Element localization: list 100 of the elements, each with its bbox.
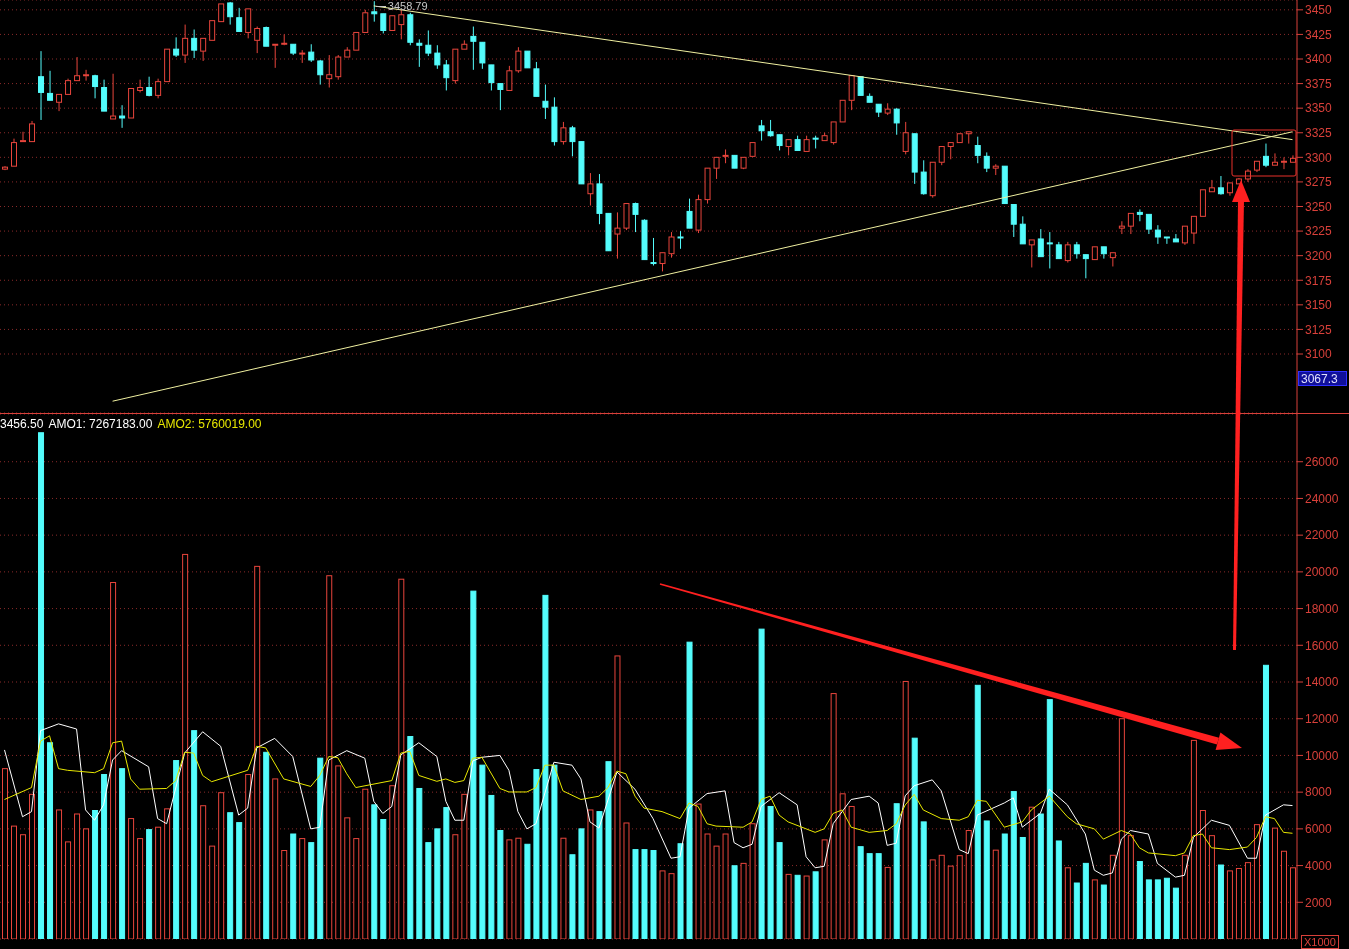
bar <box>1262 664 1269 939</box>
candlestick <box>56 93 63 112</box>
bar <box>317 757 324 939</box>
bar <box>857 846 864 939</box>
bar <box>1226 870 1233 939</box>
bar <box>1181 854 1188 939</box>
bar <box>479 764 486 939</box>
bar <box>344 817 351 939</box>
candlestick <box>245 8 252 39</box>
candlestick <box>272 43 279 69</box>
candlestick <box>542 84 549 120</box>
bar <box>587 809 594 939</box>
candlestick <box>1037 228 1044 258</box>
bar <box>1145 879 1152 939</box>
bar <box>713 845 720 939</box>
candlestick <box>182 24 189 64</box>
bar <box>1100 884 1107 939</box>
bar <box>11 825 18 939</box>
annotation: 3456.50 <box>0 417 44 431</box>
candlestick <box>425 29 432 57</box>
bar <box>200 805 207 939</box>
bar <box>1190 739 1197 939</box>
bar <box>1091 879 1098 939</box>
bar <box>56 809 63 939</box>
candlestick <box>497 83 504 111</box>
candlestick <box>686 198 693 229</box>
bar <box>974 684 981 939</box>
bar <box>1235 868 1242 939</box>
y-tick-label: 4000 <box>1305 858 1333 873</box>
bar <box>1001 833 1008 939</box>
bar <box>695 803 702 939</box>
bar <box>578 828 585 939</box>
bar <box>866 853 873 939</box>
bar <box>20 834 27 939</box>
bar <box>650 850 657 939</box>
bar <box>362 788 369 939</box>
bar <box>1271 827 1278 939</box>
bar <box>1289 867 1296 939</box>
bar <box>1010 791 1017 939</box>
candlestick <box>479 41 486 70</box>
candlestick <box>434 44 441 70</box>
candlestick <box>209 20 216 41</box>
candlestick <box>254 26 261 54</box>
bar <box>389 785 396 939</box>
bar <box>803 875 810 939</box>
bar <box>299 838 306 939</box>
bar <box>551 764 558 939</box>
bar <box>380 819 387 939</box>
candlestick <box>632 202 639 233</box>
bar <box>416 787 423 939</box>
bar <box>326 575 333 939</box>
bar <box>353 838 360 939</box>
bar <box>443 807 450 939</box>
bar <box>1109 854 1116 939</box>
bar <box>731 865 738 939</box>
y-tick-label: 24000 <box>1305 491 1339 506</box>
bar <box>569 854 576 939</box>
y-tick-label: 3350 <box>1305 101 1333 116</box>
y-tick-label: 22000 <box>1305 528 1339 543</box>
bar <box>884 866 891 939</box>
bar <box>668 873 675 939</box>
candlestick <box>398 9 405 40</box>
bar <box>119 768 126 939</box>
candlestick <box>1262 143 1269 168</box>
candlestick <box>1271 152 1278 166</box>
candlestick <box>983 151 990 173</box>
candlestick <box>1118 220 1125 235</box>
candlestick <box>488 64 495 91</box>
candlestick <box>974 136 981 164</box>
candlestick <box>659 252 666 272</box>
candlestick <box>1280 156 1287 170</box>
bar <box>29 793 36 939</box>
bar <box>155 826 162 939</box>
candlestick <box>38 50 45 121</box>
bar <box>515 837 522 939</box>
y-tick-label: 12000 <box>1305 711 1339 726</box>
bar <box>704 833 711 939</box>
bar <box>218 792 225 939</box>
candlestick <box>74 56 81 82</box>
bar <box>821 839 828 939</box>
bar <box>830 693 837 939</box>
bar <box>623 822 630 939</box>
y-tick-label: 2000 <box>1305 895 1333 910</box>
y-tick-label: 3400 <box>1305 52 1333 67</box>
y-tick-label: 8000 <box>1305 785 1333 800</box>
bar <box>596 811 603 939</box>
bar <box>812 871 819 939</box>
line-series <box>4 735 1293 857</box>
bar <box>407 736 414 939</box>
candlestick <box>1127 212 1134 235</box>
bar <box>794 874 801 939</box>
bar <box>173 760 180 939</box>
bar <box>686 641 693 939</box>
bar <box>398 578 405 939</box>
bar <box>1073 882 1080 939</box>
bar <box>110 582 117 939</box>
candlestick <box>920 159 927 196</box>
y-tick-label: 3100 <box>1305 347 1333 362</box>
bar <box>1055 840 1062 939</box>
candlestick <box>1046 231 1053 269</box>
